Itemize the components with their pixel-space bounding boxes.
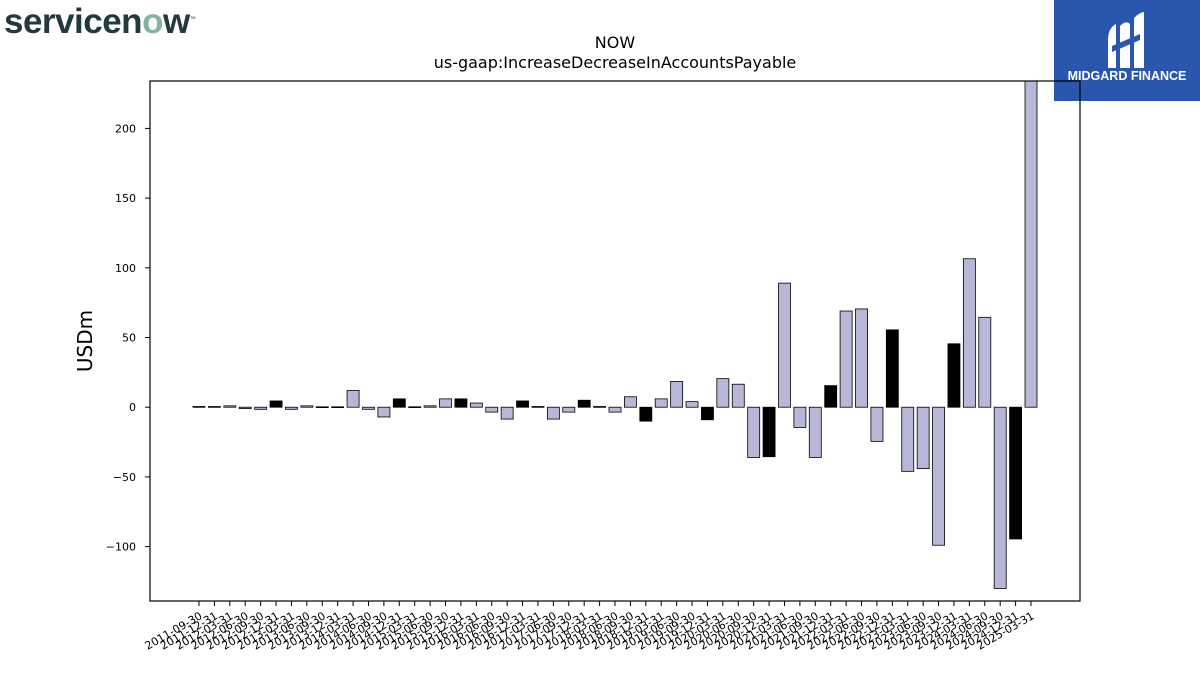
bar-2019-06-30: [670, 381, 684, 408]
logo-text-o: o: [142, 2, 163, 41]
bar-2021-12-31: [824, 385, 838, 408]
bar-2022-06-30: [855, 308, 868, 408]
bar-2011-09-30: [192, 406, 206, 408]
bar-2013-06-30: [300, 405, 314, 408]
bar-2024-03-31: [962, 258, 976, 408]
bar-2014-09-30: [377, 406, 391, 418]
bar-2018-06-30: [608, 406, 622, 413]
bar-2013-12-31: [331, 406, 345, 408]
bar-2016-03-31: [469, 402, 483, 408]
midgard-logo-text: MIDGARD FINANCE: [1067, 69, 1187, 83]
bar-2015-03-31: [408, 406, 422, 408]
bar-2017-06-30: [546, 406, 560, 420]
bar-2017-12-31: [577, 399, 591, 408]
bar-2013-09-30: [315, 406, 329, 408]
servicenow-logo: servicenow™: [4, 2, 196, 42]
bar-2023-09-30: [932, 406, 945, 546]
bar-2017-09-30: [562, 406, 576, 413]
bar-2016-06-30: [485, 406, 499, 413]
bar-2015-06-30: [423, 405, 437, 408]
x-axis: 2011-09-302011-12-312012-03-312012-06-30…: [143, 601, 1037, 653]
bar-2021-06-30: [793, 406, 807, 428]
chart-title: NOW: [594, 33, 636, 52]
bar-2012-12-31: [269, 400, 283, 408]
bar-2021-03-31: [778, 282, 791, 408]
y-tick-label: 200: [115, 122, 136, 135]
bar-2012-03-31: [223, 405, 237, 408]
bars-group: [192, 80, 1038, 589]
bar-2014-06-30: [362, 406, 375, 410]
logo-trademark: ™: [189, 16, 196, 23]
y-tick-label: 0: [129, 401, 136, 414]
y-axis-label: USDm: [73, 310, 97, 372]
y-tick-label: 100: [115, 262, 136, 275]
bar-2022-03-31: [839, 310, 853, 408]
bar-2019-03-31: [654, 398, 668, 408]
bar-2023-03-31: [901, 406, 915, 472]
bar-2016-09-30: [500, 406, 514, 420]
bar-2020-03-31: [716, 378, 730, 408]
bar-2012-06-30: [238, 406, 252, 410]
bar-2024-12-31: [1009, 406, 1023, 540]
bar-2025-03-31: [1024, 80, 1038, 408]
bar-2022-12-31: [885, 329, 899, 408]
bar-2011-12-31: [207, 406, 221, 408]
bar-2023-06-30: [916, 406, 930, 469]
bar-2021-09-30: [808, 406, 822, 458]
bar-2016-12-31: [516, 400, 529, 408]
bar-2013-03-31: [285, 406, 298, 410]
bar-2015-09-30: [439, 398, 452, 408]
bar-2014-03-31: [346, 390, 360, 408]
y-tick-label: −50: [113, 471, 136, 484]
bar-2019-09-30: [685, 401, 699, 408]
bar-2018-03-31: [593, 406, 607, 408]
bar-2018-12-31: [639, 406, 653, 422]
logo-text-a: servicen: [4, 2, 143, 41]
bar-2023-12-31: [947, 343, 961, 408]
logo-text-b: w: [162, 2, 190, 41]
bar-2012-09-30: [254, 406, 268, 410]
midgard-finance-logo: MIDGARD FINANCE: [1054, 0, 1200, 101]
bar-2024-09-30: [993, 406, 1007, 589]
bar-2020-06-30: [731, 383, 745, 408]
chart-subtitle: us-gaap:IncreaseDecreaseInAccountsPayabl…: [433, 53, 797, 72]
y-tick-label: 50: [122, 332, 136, 345]
midgard-mark-icon: [1108, 12, 1144, 68]
bar-2019-12-31: [701, 406, 714, 421]
bar-2015-12-31: [454, 398, 468, 408]
bar-2022-09-30: [870, 406, 884, 442]
bar-2020-12-31: [762, 406, 776, 458]
y-tick-label: 150: [115, 192, 136, 205]
bar-2024-06-30: [978, 316, 992, 408]
bar-2017-03-31: [531, 406, 545, 408]
bar-2014-12-31: [392, 398, 406, 408]
bar-2018-09-30: [624, 396, 637, 408]
y-tick-label: −100: [106, 541, 136, 554]
bar-2020-09-30: [747, 406, 761, 458]
y-axis: −100 −50 0 50 100 150 200: [106, 122, 150, 554]
